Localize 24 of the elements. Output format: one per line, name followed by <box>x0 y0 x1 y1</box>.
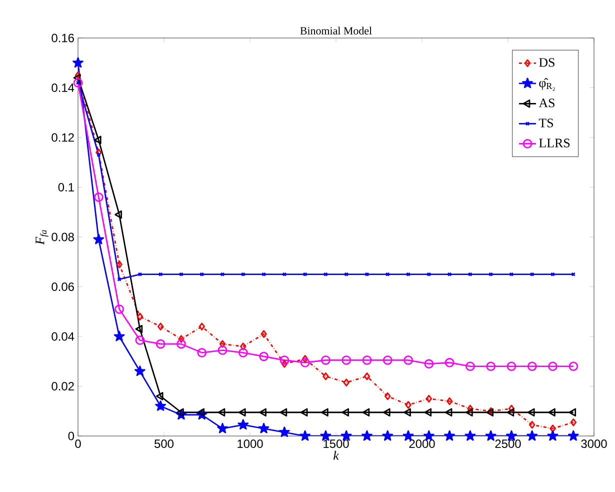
x-tick-label: 3000 <box>581 440 607 448</box>
y-tick-label: 0.04 <box>52 332 74 341</box>
x-axis-title: k <box>334 450 340 460</box>
x-tick-label: 2500 <box>495 440 521 448</box>
y-tick-label: 0.06 <box>52 282 74 291</box>
x-tick-label: 500 <box>154 440 174 448</box>
legend-label: LLRS <box>539 138 570 148</box>
x-tick-label: 0 <box>75 440 81 448</box>
y-tick-label: 0.12 <box>52 133 74 142</box>
x-tick-label: 2000 <box>409 440 435 448</box>
y-axis-title: F$_{fa}$ <box>36 230 48 245</box>
legend-label: TS <box>538 118 554 128</box>
y-tick-label: 0.1 <box>58 183 74 192</box>
y-tick-label: 0.14 <box>52 84 74 92</box>
legend-label: φ̂$_{R₂}$ <box>539 78 555 91</box>
y-tick-label: 0.08 <box>52 232 74 242</box>
y-tick-label: 0 <box>68 432 74 440</box>
legend-label: AS <box>538 98 554 108</box>
chart-title: Binomial Model <box>300 26 372 34</box>
legend-label: DS <box>539 58 554 67</box>
x-tick-label: 1500 <box>324 440 349 448</box>
y-tick-label: 0.16 <box>52 34 74 42</box>
y-tick-label: 0.02 <box>52 382 74 390</box>
x-tick-label: 1000 <box>238 440 263 448</box>
